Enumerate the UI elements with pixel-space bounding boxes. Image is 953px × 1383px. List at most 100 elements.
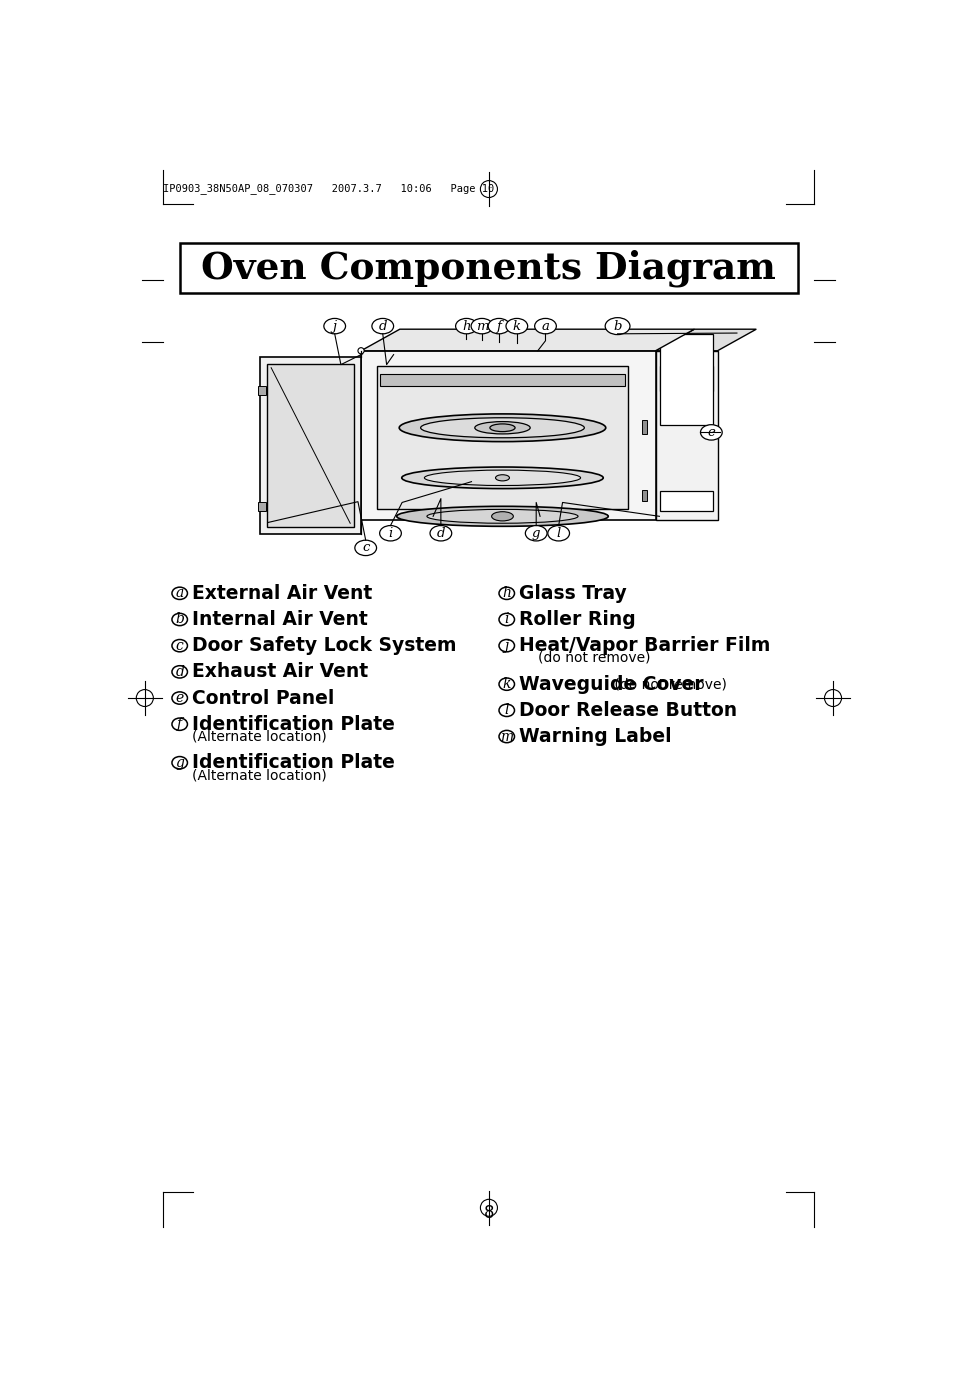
Bar — [257, 386, 266, 396]
Text: (do not remove): (do not remove) — [537, 651, 650, 665]
Ellipse shape — [430, 526, 452, 541]
Text: 8: 8 — [483, 1205, 494, 1223]
Text: a: a — [541, 319, 549, 333]
Text: b: b — [175, 613, 184, 626]
Ellipse shape — [172, 692, 187, 704]
Text: b: b — [613, 319, 621, 333]
Ellipse shape — [498, 639, 514, 651]
Ellipse shape — [323, 318, 345, 333]
Ellipse shape — [398, 414, 605, 441]
Ellipse shape — [172, 757, 187, 769]
Text: l: l — [504, 704, 509, 718]
Bar — [260, 357, 360, 534]
Bar — [376, 366, 628, 509]
Ellipse shape — [456, 318, 476, 333]
Ellipse shape — [495, 474, 509, 481]
Text: h: h — [461, 319, 470, 333]
Bar — [360, 351, 655, 520]
Ellipse shape — [471, 318, 493, 333]
Bar — [641, 420, 646, 434]
Ellipse shape — [505, 318, 527, 333]
Text: Warning Label: Warning Label — [518, 727, 671, 745]
Ellipse shape — [498, 678, 514, 690]
Ellipse shape — [172, 613, 187, 625]
Text: d: d — [436, 527, 445, 539]
Bar — [659, 491, 712, 510]
Text: c: c — [175, 639, 183, 653]
Text: d: d — [378, 319, 387, 333]
Bar — [379, 373, 624, 386]
Ellipse shape — [498, 704, 514, 716]
Text: k: k — [502, 678, 511, 692]
Ellipse shape — [424, 470, 580, 485]
Text: e: e — [707, 426, 715, 438]
Ellipse shape — [379, 526, 401, 541]
Text: i: i — [504, 613, 509, 626]
Ellipse shape — [172, 718, 187, 730]
Text: m: m — [499, 729, 513, 744]
FancyBboxPatch shape — [179, 243, 798, 293]
Bar — [267, 364, 354, 527]
Ellipse shape — [172, 588, 187, 599]
Text: Exhaust Air Vent: Exhaust Air Vent — [192, 662, 368, 682]
Text: e: e — [175, 692, 184, 705]
Text: (Alternate location): (Alternate location) — [192, 768, 327, 781]
Text: Door Safety Lock System: Door Safety Lock System — [192, 636, 456, 656]
Text: Oven Components Diagram: Oven Components Diagram — [201, 249, 776, 288]
Ellipse shape — [700, 425, 721, 440]
Ellipse shape — [475, 422, 530, 434]
Bar — [659, 333, 712, 425]
Text: Waveguide Cover: Waveguide Cover — [518, 675, 703, 694]
Ellipse shape — [498, 588, 514, 599]
Ellipse shape — [420, 418, 584, 438]
Ellipse shape — [498, 613, 514, 625]
Text: d: d — [175, 665, 184, 679]
Text: Door Release Button: Door Release Button — [518, 701, 737, 719]
Text: Control Panel: Control Panel — [192, 689, 335, 708]
Ellipse shape — [396, 506, 608, 527]
Text: (do not remove): (do not remove) — [609, 678, 726, 692]
Bar — [655, 351, 717, 520]
Ellipse shape — [604, 318, 629, 335]
Text: Internal Air Vent: Internal Air Vent — [192, 610, 368, 629]
Text: m: m — [476, 319, 488, 333]
Text: h: h — [502, 586, 511, 600]
Ellipse shape — [488, 318, 509, 333]
Ellipse shape — [491, 512, 513, 521]
Text: Identification Plate: Identification Plate — [192, 715, 395, 734]
Ellipse shape — [401, 467, 602, 488]
Ellipse shape — [355, 541, 376, 556]
Ellipse shape — [427, 509, 578, 523]
Ellipse shape — [525, 526, 546, 541]
Polygon shape — [360, 329, 694, 351]
Text: a: a — [175, 586, 184, 600]
Bar — [641, 490, 646, 501]
Ellipse shape — [490, 425, 515, 431]
Text: f: f — [177, 718, 182, 732]
Text: Glass Tray: Glass Tray — [518, 584, 626, 603]
Text: External Air Vent: External Air Vent — [192, 584, 372, 603]
Text: j: j — [333, 319, 336, 333]
Polygon shape — [655, 329, 756, 351]
Text: c: c — [361, 541, 369, 555]
Ellipse shape — [547, 526, 569, 541]
Text: i: i — [388, 527, 393, 539]
Text: Roller Ring: Roller Ring — [518, 610, 636, 629]
Text: Heat/Vapor Barrier Film: Heat/Vapor Barrier Film — [518, 636, 770, 656]
Bar — [257, 502, 266, 510]
Ellipse shape — [498, 730, 514, 743]
Text: l: l — [556, 527, 560, 539]
Text: IP0903_38N50AP_08_070307   2007.3.7   10:06   Page 10: IP0903_38N50AP_08_070307 2007.3.7 10:06 … — [163, 183, 495, 194]
Text: Identification Plate: Identification Plate — [192, 754, 395, 772]
Ellipse shape — [534, 318, 556, 333]
Bar — [659, 366, 712, 391]
Text: f: f — [497, 319, 501, 333]
Circle shape — [357, 347, 364, 354]
Text: j: j — [504, 639, 508, 653]
Ellipse shape — [172, 639, 187, 651]
Text: g: g — [532, 527, 540, 539]
Ellipse shape — [172, 665, 187, 678]
Ellipse shape — [372, 318, 394, 333]
Text: k: k — [513, 319, 520, 333]
Text: g: g — [175, 755, 184, 770]
